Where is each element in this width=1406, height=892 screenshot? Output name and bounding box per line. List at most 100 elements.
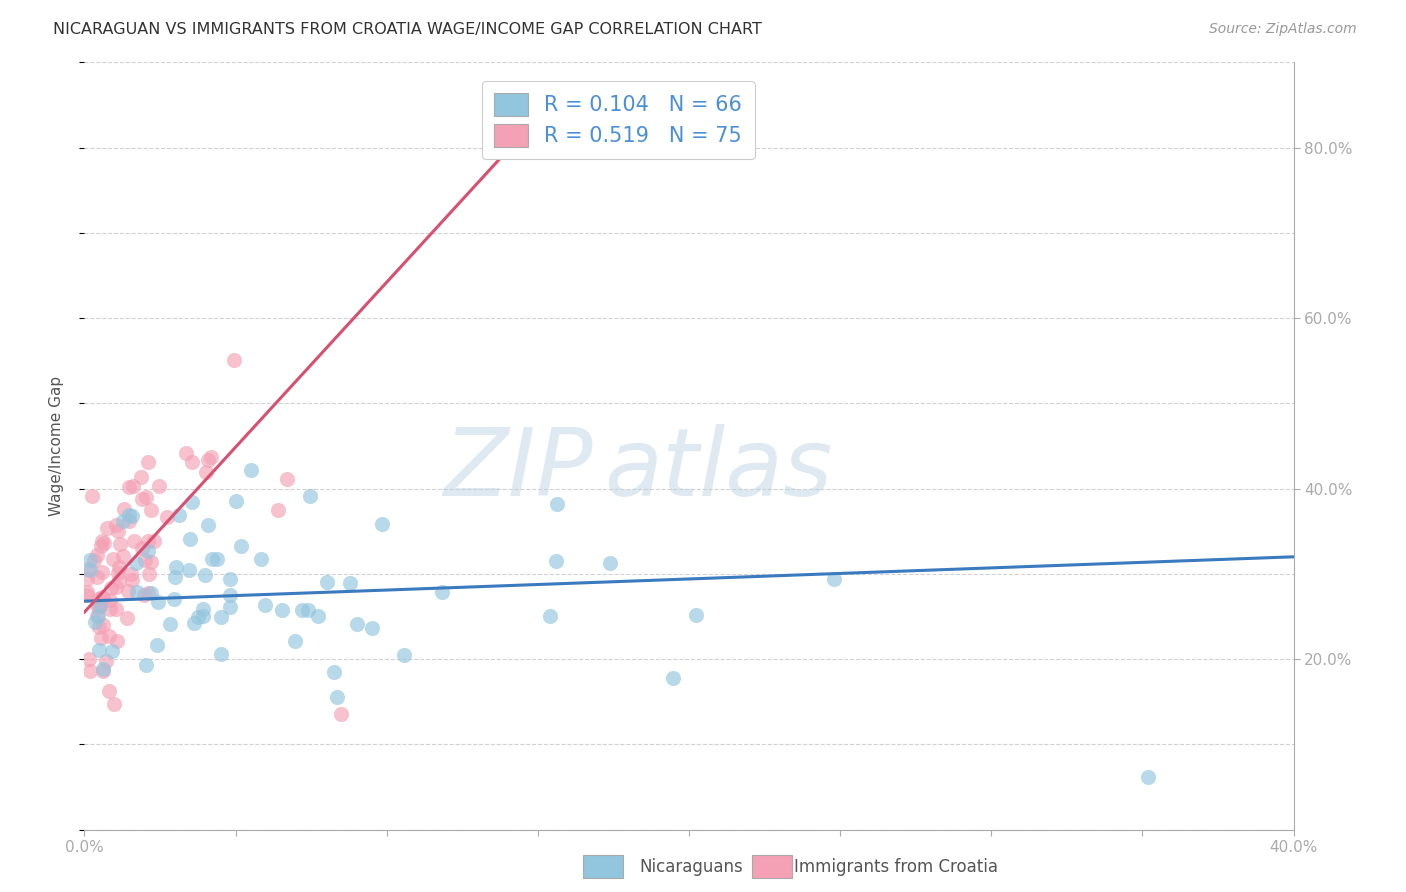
Point bbox=[103, 697, 125, 711]
Point bbox=[91, 590, 114, 604]
Point bbox=[91, 533, 114, 548]
Point bbox=[80, 489, 103, 503]
Point bbox=[121, 509, 143, 524]
Point bbox=[84, 615, 107, 630]
Text: Immigrants from Croatia: Immigrants from Croatia bbox=[794, 858, 998, 876]
Point bbox=[219, 588, 242, 602]
Point bbox=[209, 610, 232, 624]
Point bbox=[89, 599, 111, 613]
Y-axis label: Wage/Income Gap: Wage/Income Gap bbox=[49, 376, 63, 516]
Point bbox=[79, 664, 101, 678]
Point bbox=[107, 524, 129, 538]
Legend: R = 0.104   N = 66, R = 0.519   N = 75: R = 0.104 N = 66, R = 0.519 N = 75 bbox=[482, 80, 755, 160]
Point bbox=[180, 454, 202, 468]
Point bbox=[112, 549, 135, 564]
Point bbox=[76, 588, 98, 602]
Point bbox=[120, 567, 142, 582]
Point bbox=[91, 665, 114, 679]
Point bbox=[105, 602, 128, 616]
Point bbox=[346, 616, 368, 631]
Point bbox=[218, 572, 240, 586]
Point bbox=[229, 539, 252, 553]
Point bbox=[135, 491, 157, 505]
Point bbox=[224, 353, 246, 368]
Point bbox=[90, 539, 112, 553]
Point bbox=[122, 479, 145, 493]
Point bbox=[79, 652, 101, 666]
Point bbox=[98, 592, 121, 607]
Point bbox=[108, 574, 131, 589]
Point bbox=[91, 591, 114, 606]
Point bbox=[271, 603, 294, 617]
Point bbox=[96, 521, 118, 535]
Point bbox=[79, 553, 101, 567]
Point bbox=[101, 552, 124, 566]
Point bbox=[87, 643, 110, 657]
Point bbox=[135, 658, 157, 673]
Point bbox=[97, 684, 120, 698]
Point bbox=[371, 517, 394, 532]
Point bbox=[98, 602, 121, 616]
Point bbox=[430, 585, 453, 599]
Point bbox=[276, 472, 298, 486]
Point bbox=[87, 599, 110, 614]
Text: Source: ZipAtlas.com: Source: ZipAtlas.com bbox=[1209, 22, 1357, 37]
Point bbox=[97, 629, 120, 643]
Point bbox=[225, 494, 247, 508]
Point bbox=[131, 470, 153, 484]
Point bbox=[174, 446, 197, 460]
Point bbox=[326, 690, 349, 705]
Point bbox=[115, 610, 138, 624]
Point bbox=[134, 588, 156, 602]
Point bbox=[112, 514, 135, 528]
Point bbox=[267, 503, 290, 517]
Point bbox=[177, 563, 200, 577]
Point bbox=[165, 570, 187, 584]
Point bbox=[107, 560, 129, 574]
Point bbox=[87, 609, 110, 624]
Text: atlas: atlas bbox=[605, 424, 832, 515]
Point bbox=[138, 533, 160, 548]
Point bbox=[76, 572, 98, 586]
Point bbox=[546, 497, 568, 511]
Point bbox=[107, 566, 129, 580]
Point bbox=[86, 609, 108, 624]
Point bbox=[141, 555, 163, 569]
Point bbox=[191, 608, 214, 623]
Point bbox=[249, 552, 271, 566]
Point bbox=[131, 491, 153, 506]
Text: NICARAGUAN VS IMMIGRANTS FROM CROATIA WAGE/INCOME GAP CORRELATION CHART: NICARAGUAN VS IMMIGRANTS FROM CROATIA WA… bbox=[53, 22, 762, 37]
Point bbox=[89, 620, 111, 634]
Point bbox=[538, 608, 561, 623]
Point bbox=[394, 648, 416, 662]
Point bbox=[146, 638, 169, 652]
Point bbox=[100, 581, 122, 595]
Point bbox=[91, 565, 114, 579]
Point bbox=[183, 615, 205, 630]
Point bbox=[94, 654, 117, 668]
Point bbox=[86, 570, 108, 584]
Point bbox=[156, 509, 179, 524]
Point bbox=[104, 580, 127, 594]
Point bbox=[187, 610, 209, 624]
Point bbox=[105, 634, 128, 648]
Point bbox=[599, 557, 621, 571]
Point bbox=[197, 452, 219, 467]
Point bbox=[148, 594, 170, 608]
Point bbox=[143, 534, 166, 549]
Point bbox=[131, 541, 153, 556]
Point bbox=[86, 548, 108, 562]
Point bbox=[361, 621, 384, 635]
Point bbox=[139, 585, 162, 599]
Point bbox=[163, 591, 186, 606]
Point bbox=[167, 508, 190, 522]
Point bbox=[93, 662, 115, 676]
Point bbox=[209, 648, 232, 662]
Point bbox=[544, 554, 567, 568]
Point bbox=[122, 534, 145, 549]
Point bbox=[240, 463, 263, 477]
Point bbox=[118, 480, 141, 494]
Point bbox=[136, 455, 159, 469]
Point bbox=[197, 517, 219, 532]
Point bbox=[316, 575, 339, 590]
